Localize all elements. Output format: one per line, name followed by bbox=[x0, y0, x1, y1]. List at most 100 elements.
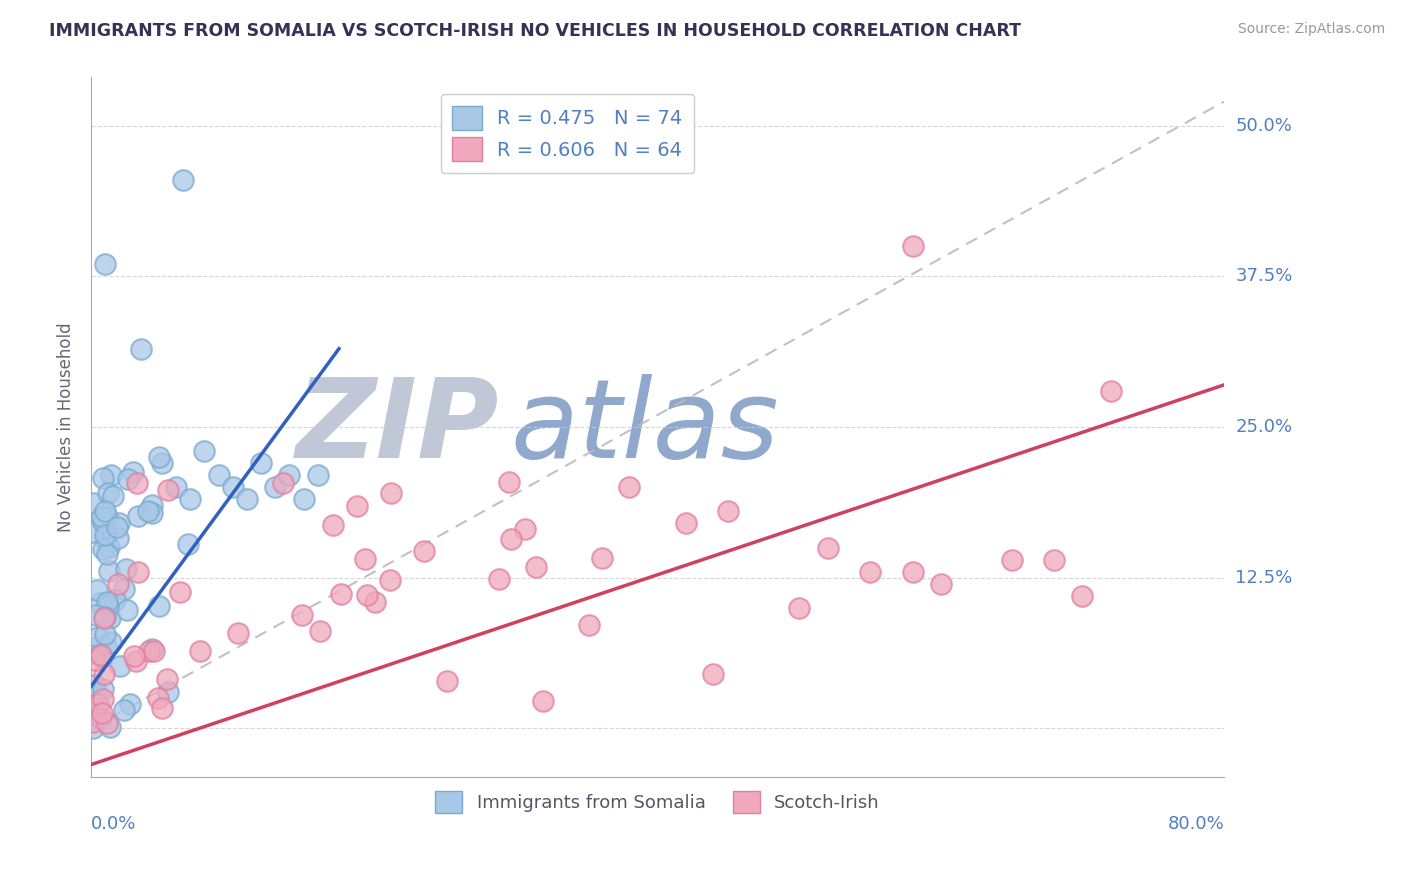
Point bbox=[98, 719, 121, 733]
Point bbox=[578, 617, 600, 632]
Point bbox=[91, 682, 114, 697]
Point bbox=[292, 492, 315, 507]
Point bbox=[412, 544, 434, 558]
Point bbox=[156, 685, 179, 699]
Point bbox=[619, 480, 641, 494]
Point bbox=[172, 173, 194, 187]
Point bbox=[93, 471, 115, 485]
Point bbox=[112, 582, 135, 597]
Point bbox=[127, 475, 149, 490]
Point bbox=[143, 644, 166, 658]
Point bbox=[96, 547, 118, 561]
Point bbox=[322, 518, 344, 533]
Point bbox=[156, 483, 179, 498]
Point bbox=[94, 528, 117, 542]
Point bbox=[82, 496, 104, 510]
Point bbox=[165, 480, 187, 494]
Point bbox=[107, 531, 129, 545]
Point bbox=[114, 562, 136, 576]
Point bbox=[91, 706, 114, 720]
Text: 80.0%: 80.0% bbox=[1167, 815, 1225, 833]
Point bbox=[513, 522, 536, 536]
Point bbox=[364, 595, 387, 609]
Point bbox=[1043, 552, 1066, 566]
Point bbox=[717, 504, 740, 518]
Point bbox=[105, 519, 128, 533]
Point bbox=[107, 577, 129, 591]
Point bbox=[498, 475, 520, 490]
Point bbox=[236, 492, 259, 507]
Point bbox=[91, 692, 114, 706]
Point bbox=[90, 648, 112, 662]
Point bbox=[86, 582, 108, 597]
Point bbox=[488, 572, 510, 586]
Point bbox=[1001, 552, 1024, 566]
Point bbox=[378, 573, 401, 587]
Point bbox=[169, 584, 191, 599]
Point bbox=[118, 697, 141, 711]
Point bbox=[271, 475, 294, 490]
Point bbox=[94, 533, 117, 548]
Point bbox=[859, 565, 882, 579]
Point bbox=[87, 630, 110, 644]
Point bbox=[228, 626, 250, 640]
Point bbox=[122, 648, 145, 663]
Point bbox=[108, 516, 131, 530]
Point bbox=[82, 714, 104, 729]
Point bbox=[121, 466, 143, 480]
Point bbox=[96, 715, 118, 730]
Point bbox=[91, 515, 114, 529]
Point bbox=[150, 456, 173, 470]
Point bbox=[250, 456, 273, 470]
Point bbox=[87, 640, 110, 654]
Point bbox=[817, 541, 839, 555]
Point bbox=[278, 468, 301, 483]
Point bbox=[193, 444, 215, 458]
Point bbox=[141, 506, 163, 520]
Point bbox=[675, 516, 697, 531]
Point bbox=[207, 468, 229, 483]
Point bbox=[86, 687, 108, 701]
Point bbox=[156, 672, 179, 686]
Point bbox=[531, 694, 554, 708]
Point bbox=[91, 510, 114, 524]
Point bbox=[117, 472, 139, 486]
Point bbox=[96, 595, 118, 609]
Point bbox=[929, 576, 952, 591]
Point bbox=[138, 643, 160, 657]
Point bbox=[524, 560, 547, 574]
Text: atlas: atlas bbox=[510, 374, 779, 481]
Point bbox=[82, 524, 104, 539]
Point bbox=[141, 641, 163, 656]
Point bbox=[112, 703, 135, 717]
Point bbox=[83, 677, 105, 691]
Point bbox=[94, 610, 117, 624]
Text: 0.0%: 0.0% bbox=[91, 815, 136, 833]
Point bbox=[346, 499, 368, 513]
Point bbox=[97, 486, 120, 500]
Point bbox=[101, 489, 124, 503]
Point bbox=[307, 468, 329, 483]
Point bbox=[148, 450, 170, 465]
Point bbox=[787, 600, 810, 615]
Point bbox=[100, 468, 122, 483]
Point bbox=[179, 492, 201, 507]
Point bbox=[94, 257, 117, 271]
Point bbox=[290, 607, 312, 622]
Point bbox=[97, 541, 120, 555]
Text: 37.5%: 37.5% bbox=[1236, 268, 1292, 285]
Point bbox=[591, 550, 613, 565]
Point bbox=[356, 588, 378, 602]
Point bbox=[93, 626, 115, 640]
Point bbox=[354, 551, 377, 566]
Point bbox=[84, 607, 107, 622]
Point bbox=[188, 644, 211, 658]
Point bbox=[148, 599, 170, 613]
Point bbox=[436, 673, 458, 688]
Point bbox=[108, 659, 131, 673]
Point bbox=[330, 586, 353, 600]
Point bbox=[97, 599, 120, 614]
Text: 50.0%: 50.0% bbox=[1236, 117, 1292, 135]
Point bbox=[127, 566, 149, 580]
Text: Source: ZipAtlas.com: Source: ZipAtlas.com bbox=[1237, 22, 1385, 37]
